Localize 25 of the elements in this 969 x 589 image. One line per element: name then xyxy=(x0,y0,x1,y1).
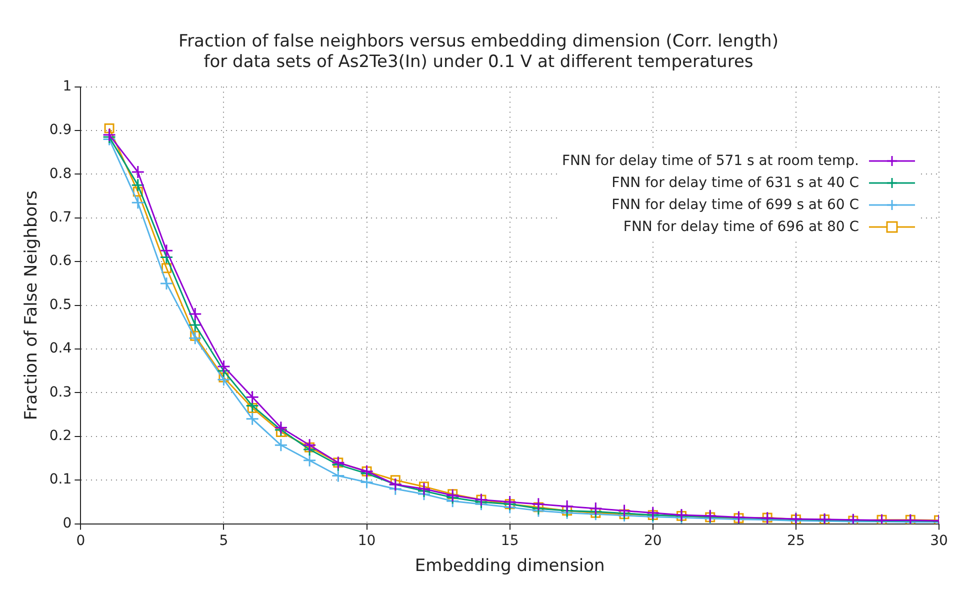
y-axis-title: Fraction of False Neighbors xyxy=(22,190,42,420)
legend-label: FNN for delay time of 696 at 80 C xyxy=(623,218,859,237)
y-tick-label: 0.8 xyxy=(49,166,72,182)
y-tick-label: 0.3 xyxy=(49,384,72,400)
y-tick-label: 0.9 xyxy=(49,122,72,138)
x-tick-label: 0 xyxy=(76,532,86,549)
y-tick-label: 0.2 xyxy=(49,428,72,444)
x-axis-title: Embedding dimension xyxy=(414,556,605,576)
y-tick-label: 0.6 xyxy=(49,253,72,270)
y-tick-label: 0.4 xyxy=(49,340,72,357)
legend-label: FNN for delay time of 631 s at 40 C xyxy=(612,174,859,193)
x-tick-label: 30 xyxy=(930,532,948,549)
chart-title: Fraction of false neighbors versus embedding dimension (Corr. length) for data sets of As2Te3(In) under 0.1 V at different temperatures xyxy=(178,32,778,72)
x-tick-label: 25 xyxy=(787,532,805,549)
y-tick-label: 0.7 xyxy=(49,210,72,226)
y-tick-label: 0 xyxy=(62,515,72,532)
x-tick-label: 10 xyxy=(358,532,376,549)
x-tick-label: 5 xyxy=(219,532,228,549)
y-tick-label: 0.5 xyxy=(49,296,72,313)
y-tick-label: 0.1 xyxy=(49,472,72,488)
legend-label: FNN for delay time of 699 s at 60 C xyxy=(612,196,859,215)
legend-label: FNN for delay time of 571 s at room temp. xyxy=(562,152,859,171)
y-tick-label: 1 xyxy=(62,78,72,94)
x-tick-label: 20 xyxy=(644,532,662,549)
x-tick-label: 15 xyxy=(500,532,519,549)
